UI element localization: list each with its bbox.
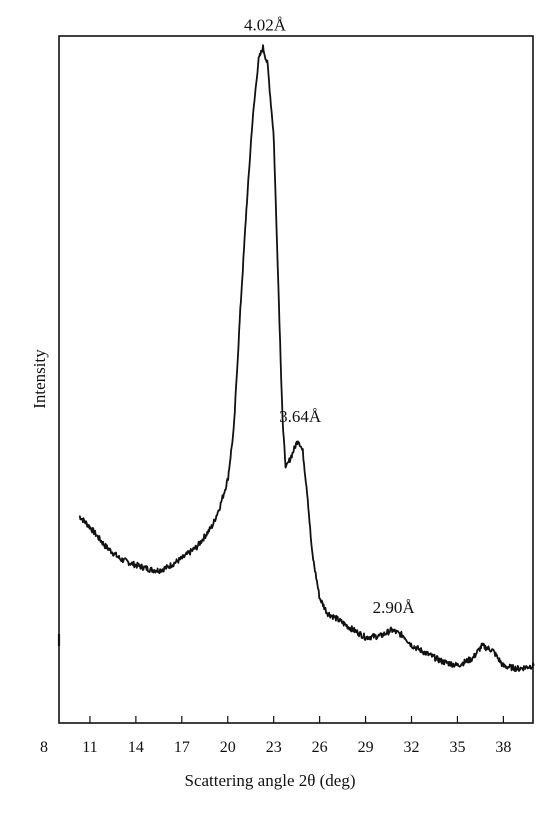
peak-label: 2.90Å	[373, 598, 416, 617]
x-tick-label: 26	[312, 739, 328, 756]
series-line	[78, 44, 535, 672]
chart-frame	[58, 35, 534, 724]
x-axis-ticks: 8 11 14 17 20 23 26 29 32 35 38	[40, 716, 511, 756]
x-tick-label: 20	[220, 739, 236, 756]
series-layer	[57, 44, 535, 672]
peak-label: 3.64Å	[279, 407, 322, 426]
peak-annotations: 4.02Å 3.64Å 2.90Å	[244, 15, 415, 617]
x-axis-label: Scattering angle 2θ (deg)	[185, 771, 356, 790]
x-tick-label: 35	[449, 739, 465, 756]
x-tick-label: 38	[495, 739, 511, 756]
x-tick-label: 17	[174, 739, 190, 756]
x-tick-label: 23	[266, 739, 282, 756]
x-tick-label: 8	[40, 739, 48, 756]
y-axis-label: Intensity	[30, 349, 49, 409]
x-tick-label: 29	[358, 739, 374, 756]
x-tick-label: 32	[404, 739, 420, 756]
peak-label: 4.02Å	[244, 15, 287, 34]
x-tick-label: 11	[82, 739, 97, 756]
x-tick-label: 14	[128, 739, 144, 756]
